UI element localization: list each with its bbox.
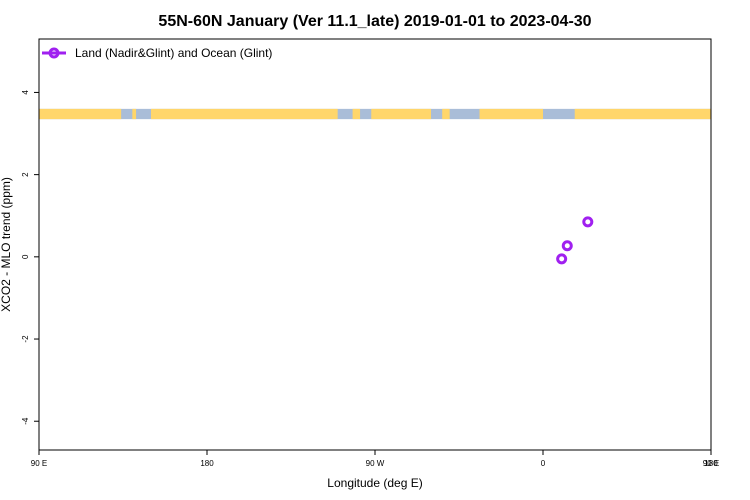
x-axis-label: Longitude (deg E) — [327, 476, 422, 490]
x-tick-label: 90 E — [703, 459, 719, 468]
y-tick-label: -4 — [21, 417, 30, 425]
y-tick-label: 4 — [21, 90, 30, 95]
y-tick-label: 2 — [21, 172, 30, 177]
data-points — [556, 216, 594, 265]
y-tick-label: 0 — [21, 254, 30, 259]
land-segment — [574, 108, 711, 120]
x-tick-label: 90 W — [366, 459, 385, 468]
land-segment — [132, 108, 137, 120]
legend-marker-icon — [48, 47, 60, 59]
land-segment — [151, 108, 338, 120]
y-tick-label: -2 — [21, 335, 30, 343]
y-axis-ticks: -4 -2 0 2 4 — [21, 90, 39, 425]
legend: Land (Nadir&Glint) and Ocean (Glint) — [42, 46, 272, 60]
x-tick-label: 180 — [704, 459, 718, 468]
data-point — [561, 240, 573, 252]
chart-title: 55N-60N January (Ver 11.1_late) 2019-01-… — [158, 13, 591, 30]
land-segment — [352, 108, 361, 120]
x-tick-label: 90 E — [31, 459, 47, 468]
x-tick-label: 0 — [541, 459, 546, 468]
land-segment — [479, 108, 543, 120]
plot-frame — [38, 38, 712, 451]
land-ocean-strip — [39, 108, 711, 120]
land-segment — [39, 108, 122, 120]
legend-label: Land (Nadir&Glint) and Ocean (Glint) — [75, 46, 272, 60]
data-point — [582, 216, 594, 228]
data-point — [556, 253, 568, 265]
land-segment — [442, 108, 450, 120]
y-axis-label: XCO2 - MLO trend (ppm) — [0, 177, 13, 312]
x-tick-label: 180 — [200, 459, 214, 468]
land-segment — [371, 108, 431, 120]
